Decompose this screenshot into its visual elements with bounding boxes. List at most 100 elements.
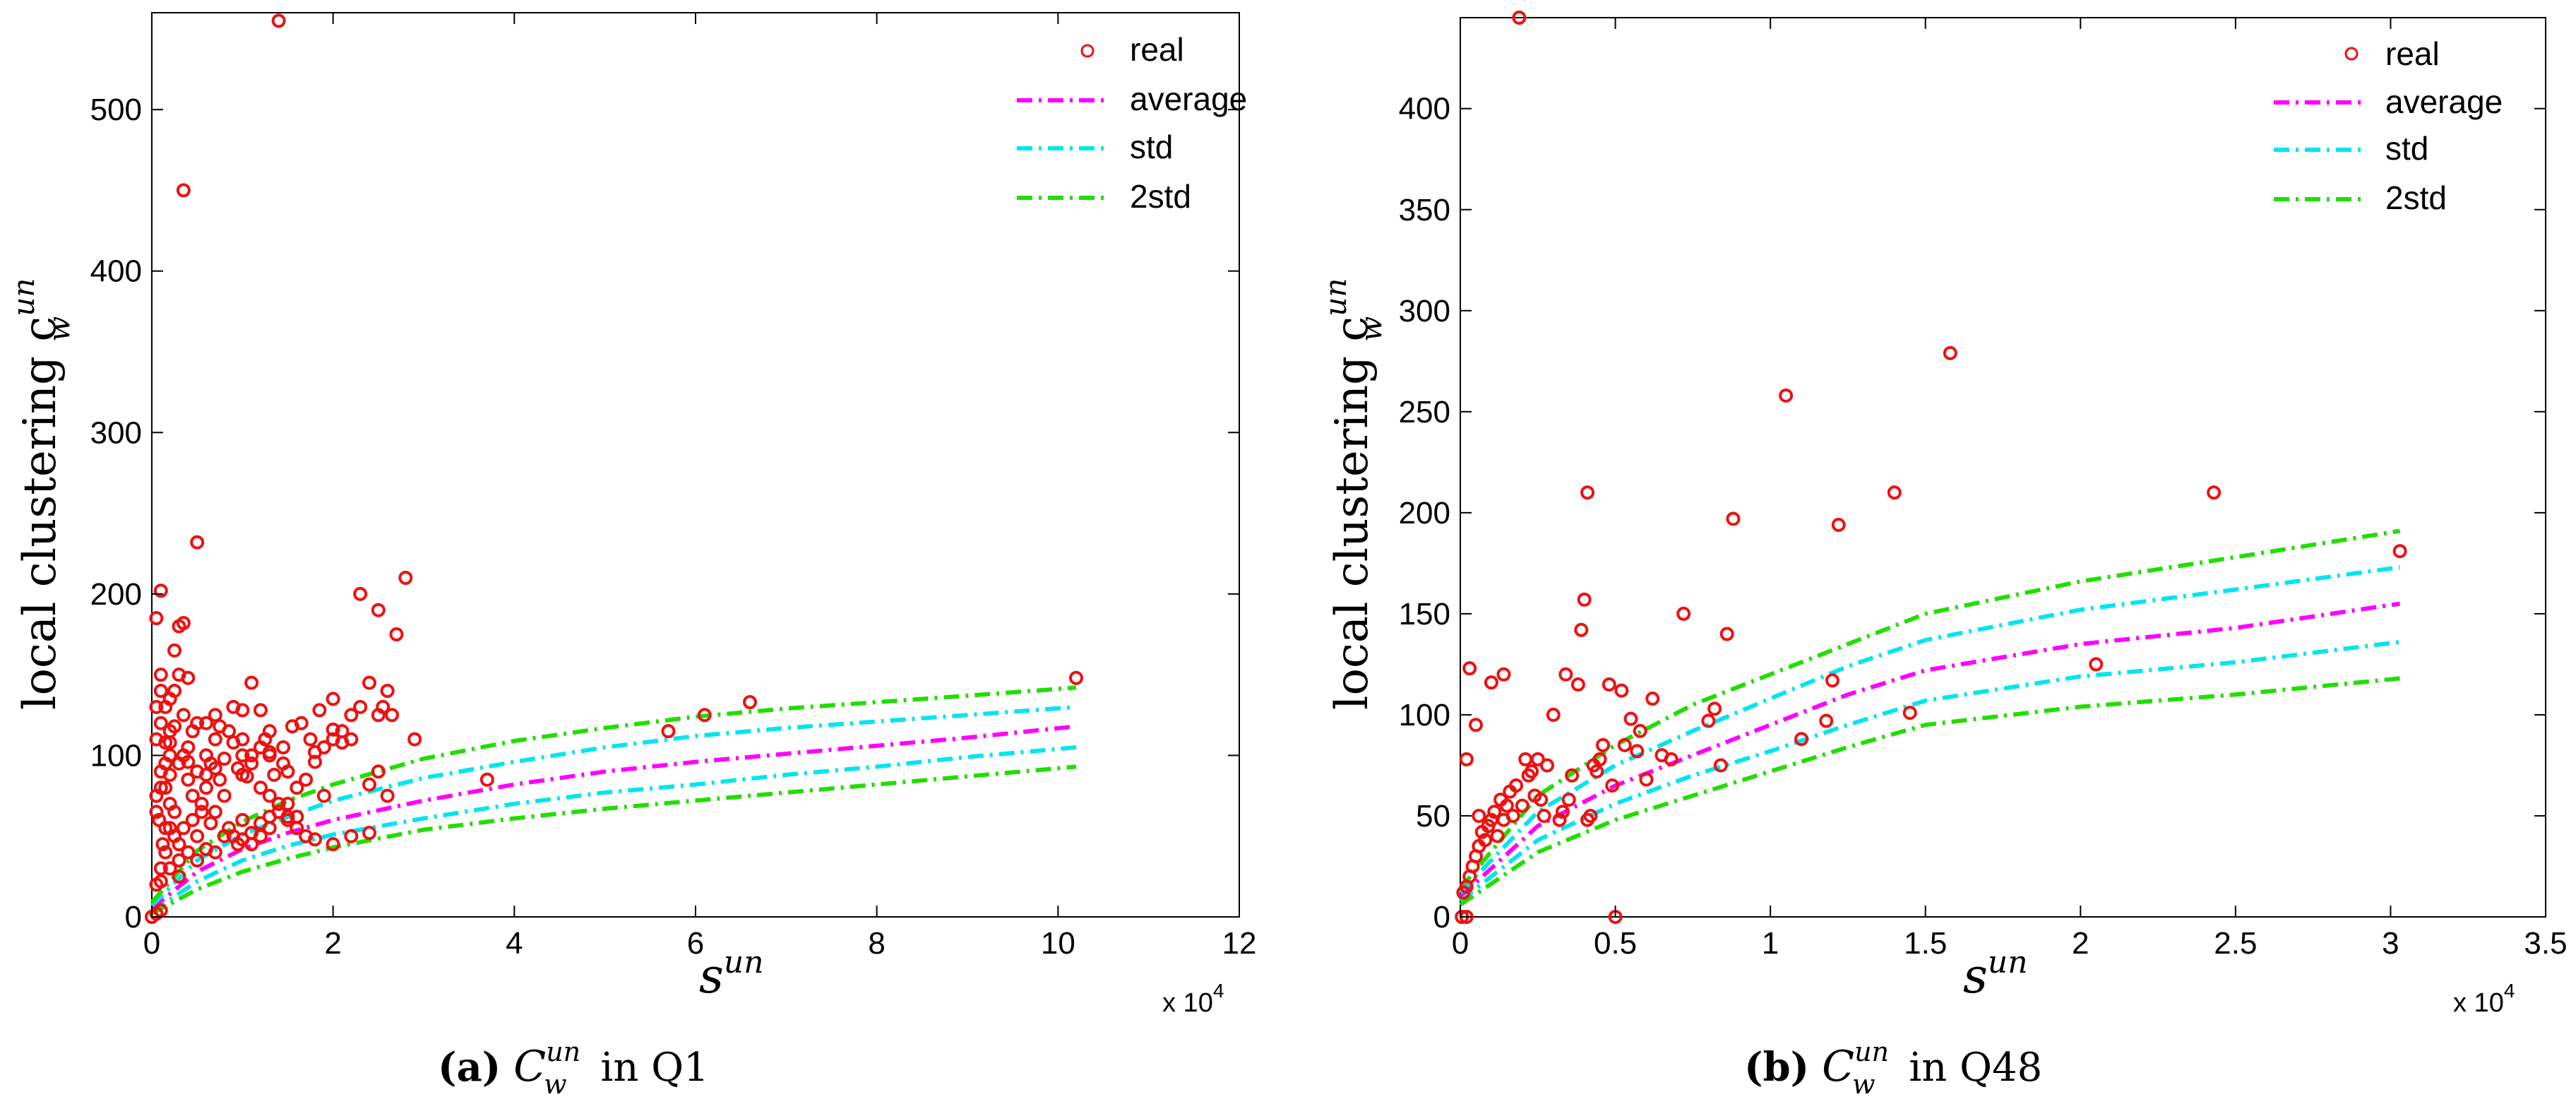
real-point bbox=[280, 797, 295, 811]
real-point bbox=[217, 829, 232, 843]
real-point bbox=[1472, 808, 1486, 823]
real-point bbox=[208, 805, 222, 819]
real-point bbox=[199, 781, 213, 795]
real-point bbox=[1509, 778, 1524, 793]
real-point bbox=[149, 611, 164, 626]
panel-a-scatter-points bbox=[145, 13, 1083, 924]
real-point bbox=[158, 756, 173, 771]
real-point bbox=[153, 781, 168, 795]
real-point bbox=[326, 837, 340, 852]
real-point bbox=[162, 861, 177, 876]
real-point bbox=[326, 692, 340, 706]
y-tick-label: 300 bbox=[90, 415, 142, 450]
x-tick-label: 1 bbox=[1762, 926, 1779, 961]
real-point bbox=[1825, 673, 1839, 688]
real-point bbox=[254, 703, 268, 718]
real-point bbox=[1496, 667, 1511, 682]
real-point bbox=[190, 716, 205, 730]
real-point bbox=[312, 703, 327, 718]
x-tick-label: 12 bbox=[1222, 926, 1257, 961]
real-point bbox=[176, 708, 191, 723]
real-point bbox=[2207, 485, 2222, 500]
real-point bbox=[1630, 744, 1645, 759]
real-point bbox=[1633, 723, 1647, 738]
real-point bbox=[1639, 772, 1654, 787]
real-point bbox=[167, 829, 182, 843]
real-point bbox=[1592, 752, 1607, 766]
real-point bbox=[190, 535, 205, 550]
real-point bbox=[371, 764, 386, 779]
real-point bbox=[1583, 808, 1598, 823]
real-point bbox=[1943, 345, 1957, 360]
real-point bbox=[267, 767, 282, 782]
real-point bbox=[1525, 764, 1539, 779]
real-point bbox=[1570, 677, 1585, 692]
real-point bbox=[1515, 798, 1530, 813]
real-point bbox=[1887, 485, 1902, 500]
panel-a-plot-area bbox=[151, 12, 1240, 918]
real-point bbox=[244, 826, 259, 841]
2std_lower-line bbox=[150, 764, 1077, 916]
real-point bbox=[316, 788, 331, 803]
panel-b-ticks: 0 0.5 1 1.5 2 2.5 3 3.5 0 50 100 150 200 250 300 350 400 bbox=[1399, 18, 2568, 961]
real-point bbox=[244, 756, 259, 771]
real-point bbox=[1590, 764, 1604, 779]
real-point bbox=[1726, 511, 1741, 526]
panel-b-frame bbox=[1460, 17, 2546, 918]
real-point bbox=[1902, 706, 1917, 721]
real-point bbox=[389, 627, 404, 641]
panel-b-legend: real average std 2std bbox=[2274, 35, 2503, 216]
real-point bbox=[152, 812, 167, 827]
real-point bbox=[1779, 388, 1794, 403]
real-point bbox=[1558, 667, 1573, 682]
real-point bbox=[244, 748, 259, 763]
average-line bbox=[1458, 601, 2401, 899]
real-point bbox=[398, 571, 413, 585]
real-point bbox=[208, 761, 222, 776]
real-point bbox=[235, 748, 250, 763]
y-tick-label: 150 bbox=[1399, 597, 1450, 631]
real-point bbox=[213, 772, 227, 787]
real-point bbox=[217, 752, 232, 766]
x-tick-label: 1.5 bbox=[1904, 926, 1947, 961]
real-point bbox=[380, 684, 395, 698]
real-point bbox=[153, 583, 168, 598]
real-point bbox=[326, 722, 340, 737]
std_lower-line bbox=[150, 745, 1077, 914]
real-point bbox=[155, 837, 170, 852]
legend-std-label: std bbox=[1130, 129, 1173, 165]
panel-a-legend: real average std 2std bbox=[1017, 31, 1247, 215]
real-point bbox=[230, 761, 245, 776]
x-tick-label: 2 bbox=[324, 926, 341, 961]
real-point bbox=[254, 816, 268, 831]
legend-real-marker bbox=[2344, 47, 2359, 61]
legend-std-label: std bbox=[2385, 130, 2428, 167]
panel-a-ylabel: local clustering cunw bbox=[6, 278, 76, 710]
real-point bbox=[353, 586, 368, 601]
real-point bbox=[167, 684, 182, 698]
real-point bbox=[258, 732, 273, 747]
real-point bbox=[153, 861, 168, 876]
real-point bbox=[1512, 11, 1527, 25]
real-point bbox=[1487, 805, 1502, 819]
real-point bbox=[1546, 707, 1561, 722]
panel-b-ylabel: local clustering cunw bbox=[1318, 278, 1388, 710]
real-point bbox=[1713, 758, 1728, 773]
real-point bbox=[1596, 737, 1611, 752]
real-point bbox=[385, 708, 400, 723]
panel-b: 0 0.5 1 1.5 2 2.5 3 3.5 0 50 100 150 200 250 300 350 400… bbox=[1318, 11, 2568, 1097]
real-point bbox=[1555, 805, 1570, 819]
real-point bbox=[362, 777, 376, 792]
real-point bbox=[153, 903, 168, 918]
average-line bbox=[150, 724, 1077, 911]
real-point bbox=[149, 699, 164, 714]
real-point bbox=[1707, 701, 1722, 716]
y-tick-label: 350 bbox=[1399, 193, 1450, 227]
real-point bbox=[290, 810, 304, 824]
real-point bbox=[344, 829, 359, 843]
x-tick-label: 3.5 bbox=[2524, 926, 2567, 961]
panel-a-xlabel: sun bbox=[699, 944, 764, 1004]
x-tick-label: 10 bbox=[1041, 926, 1075, 961]
real-point bbox=[308, 754, 322, 769]
real-point bbox=[371, 708, 386, 723]
